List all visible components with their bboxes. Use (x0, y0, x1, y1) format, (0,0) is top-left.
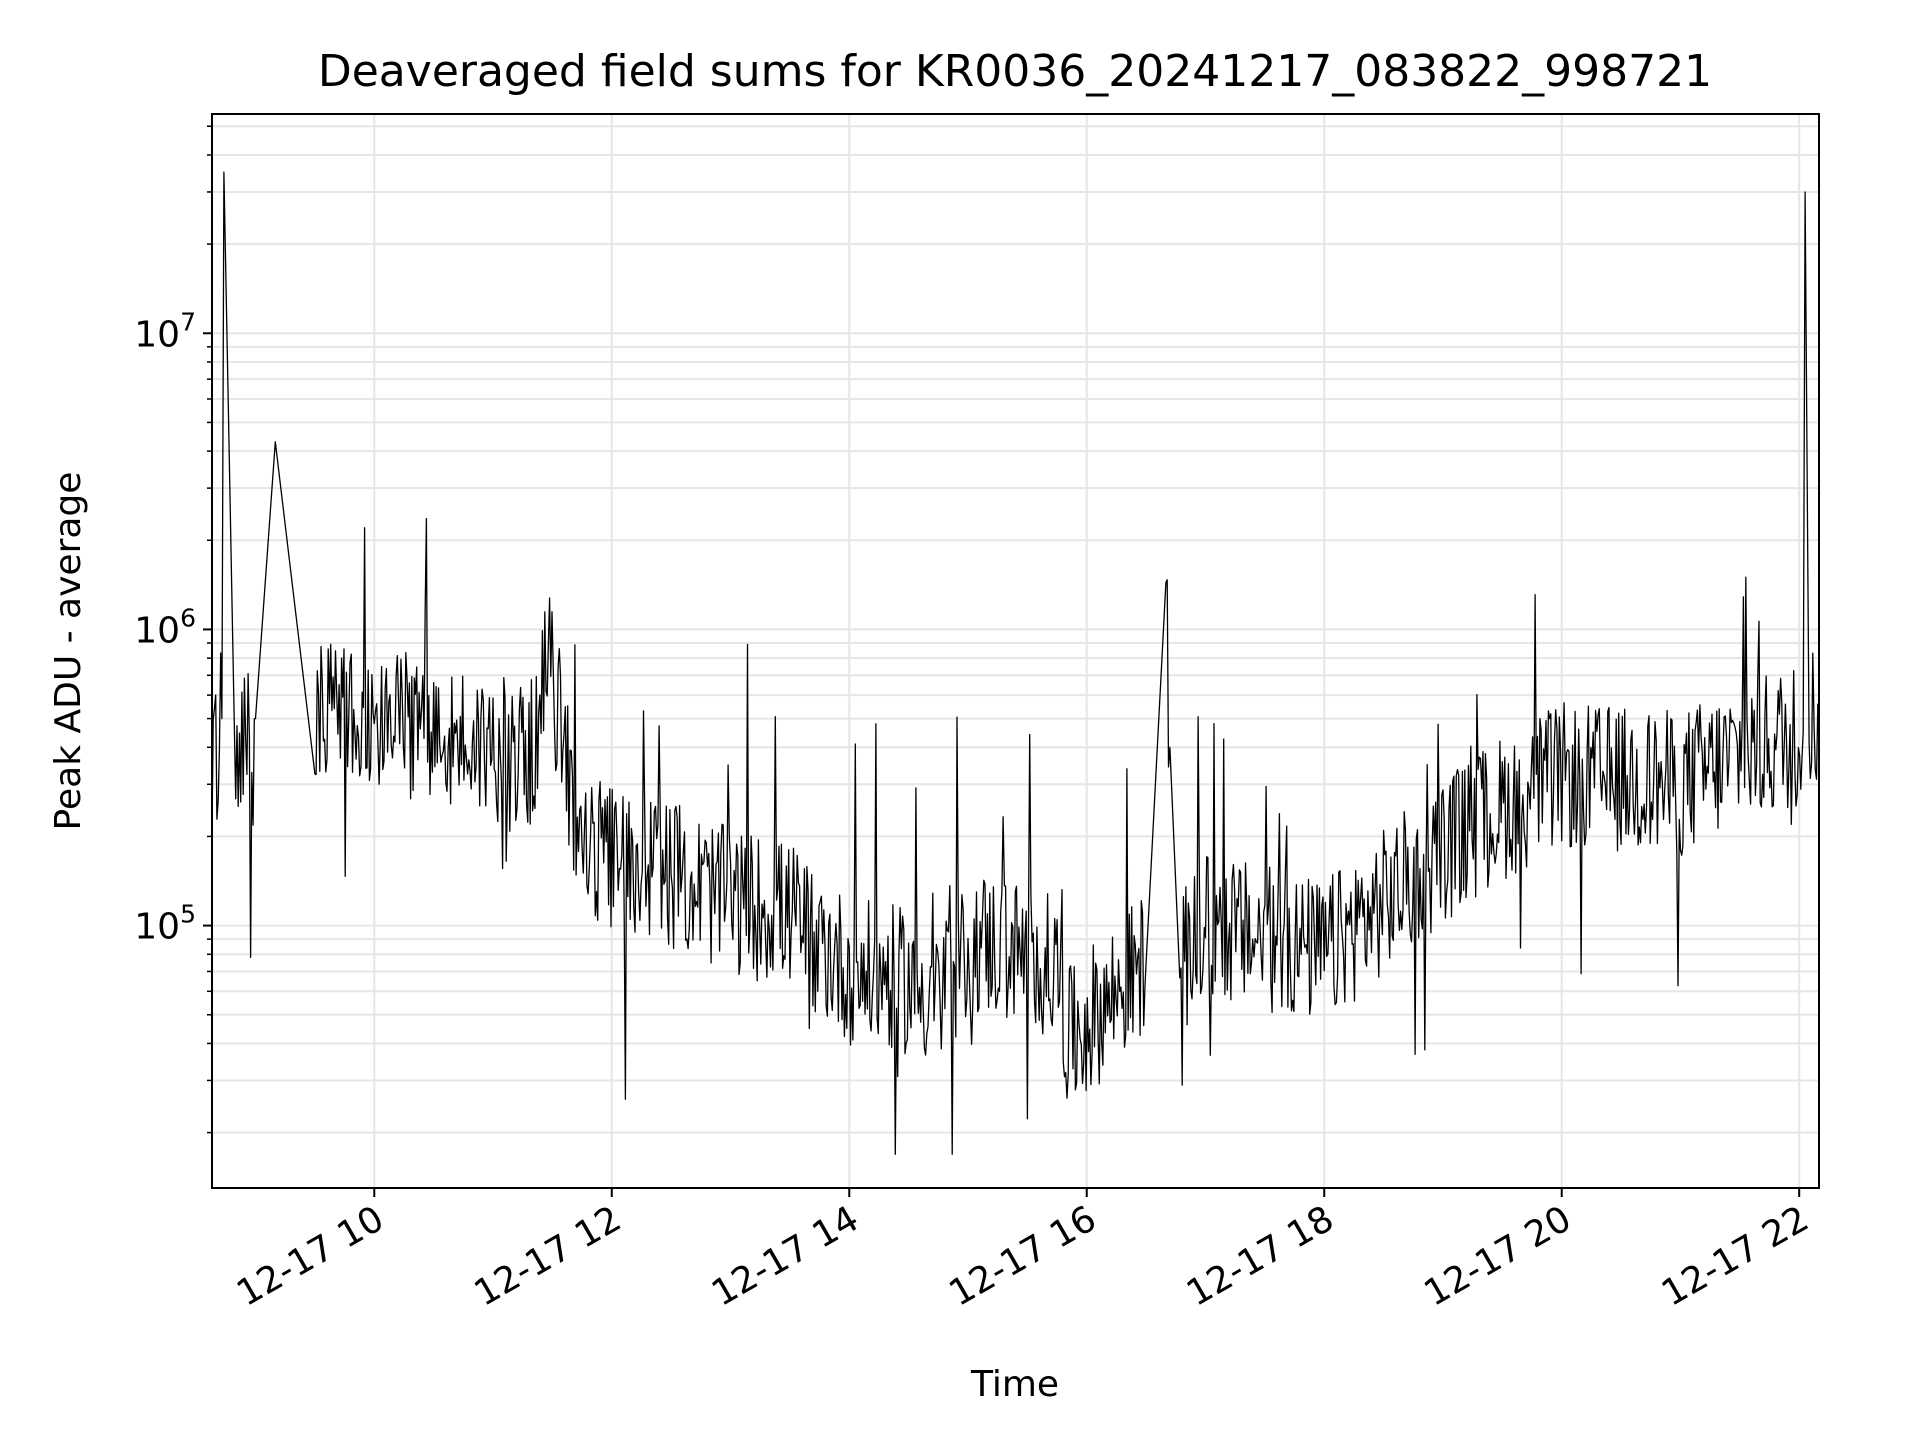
y-axis-label: Peak ADU - average (48, 472, 89, 831)
y-tick-label: 106 (134, 603, 196, 651)
x-axis-label: Time (970, 1364, 1059, 1405)
data-layer (211, 171, 1820, 1155)
grid-layer (212, 114, 1819, 1188)
y-tick-label: 107 (134, 307, 196, 355)
series-line (211, 171, 1820, 1155)
plot-frame (211, 113, 1820, 1189)
chart-title: Deaveraged field sums for KR0036_2024121… (318, 46, 1712, 97)
y-tick-label: 105 (134, 900, 196, 948)
